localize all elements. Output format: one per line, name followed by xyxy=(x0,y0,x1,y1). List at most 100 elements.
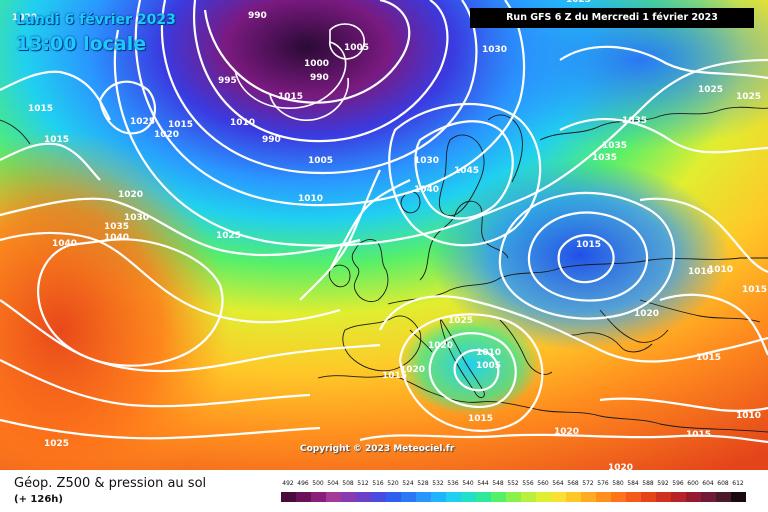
scale-swatch xyxy=(296,492,311,502)
isobar-label: 1025 xyxy=(566,0,591,5)
scale-tick-label: 532 xyxy=(432,480,444,487)
isobar-label: 1000 xyxy=(304,59,329,69)
pressure-map: 1020 990 1015 1015 1025 1020 1015 995 10… xyxy=(0,0,768,470)
high-geopotential-area xyxy=(0,130,230,470)
isobar-label: 1020 xyxy=(118,190,143,200)
scale-swatch xyxy=(656,492,671,502)
scale-tick-label: 524 xyxy=(402,480,414,487)
isobar-label: 990 xyxy=(310,73,329,83)
scale-tick-label: 492 xyxy=(282,480,294,487)
forecast-time: 13:00 locale xyxy=(16,33,147,55)
scale-tick-label: 560 xyxy=(537,480,549,487)
legend-title: Géop. Z500 & pression au sol xyxy=(14,476,207,491)
scale-swatch xyxy=(281,492,296,502)
isobar-label: 1020 xyxy=(554,427,579,437)
scale-tick-label: 580 xyxy=(612,480,624,487)
scale-swatch xyxy=(431,492,446,502)
forecast-date: Lundi 6 février 2023 xyxy=(16,12,176,28)
scale-tick-label: 572 xyxy=(582,480,594,487)
isobar-label: 1010 xyxy=(708,265,733,275)
scale-swatch xyxy=(641,492,656,502)
isobar-label: 1005 xyxy=(344,43,369,53)
isobar-label: 1015 xyxy=(686,430,711,440)
isobar-label: 1015 xyxy=(696,353,721,363)
scale-swatch xyxy=(731,492,746,502)
scale-swatch xyxy=(416,492,431,502)
isobar-labels: 1020 990 1015 1015 1025 1020 1015 995 10… xyxy=(12,0,767,470)
isobar-label: 1015 xyxy=(382,371,407,381)
scale-tick-label: 504 xyxy=(327,480,339,487)
isobar-label: 1040 xyxy=(52,239,77,249)
scale-tick-label: 540 xyxy=(462,480,474,487)
isobar-label: 1030 xyxy=(482,45,507,55)
scale-tick-label: 556 xyxy=(522,480,534,487)
scale-swatch xyxy=(311,492,326,502)
scale-tick-label: 512 xyxy=(357,480,369,487)
copyright-notice: Copyright © 2023 Meteociel.fr xyxy=(300,444,455,454)
isobar-label: 1020 xyxy=(154,130,179,140)
isobar-label: 1040 xyxy=(414,185,439,195)
scale-tick-label: 564 xyxy=(552,480,564,487)
isobar-label: 1030 xyxy=(124,213,149,223)
scale-tick-label: 500 xyxy=(312,480,324,487)
color-scale: 492 496 500 504 508 512 516 520 524 528 532 536 540 5… xyxy=(281,478,751,508)
model-run-banner: Run GFS 6 Z du Mercredi 1 février 2023 xyxy=(470,8,754,28)
scale-swatch xyxy=(596,492,611,502)
scale-tick-label: 584 xyxy=(627,480,639,487)
isobar-label: 1015 xyxy=(168,120,193,130)
scale-tick-label: 528 xyxy=(417,480,429,487)
isobar-label: 1020 xyxy=(634,309,659,319)
scale-swatch xyxy=(401,492,416,502)
isobar-label: 1030 xyxy=(414,156,439,166)
legend-footer: Géop. Z500 & pression au sol (+ 126h) 49… xyxy=(0,470,768,512)
scale-tick-label: 552 xyxy=(507,480,519,487)
isobar-label: 1045 xyxy=(454,166,479,176)
isobar-label: 1015 xyxy=(742,285,767,295)
isobar-label: 1010 xyxy=(736,411,761,421)
scale-tick-label: 608 xyxy=(717,480,729,487)
isobars xyxy=(0,0,768,442)
isobar-label: 1020 xyxy=(428,341,453,351)
scale-tick-label: 592 xyxy=(657,480,669,487)
isobar-label: 1020 xyxy=(12,13,37,23)
northeast-trough-area xyxy=(460,0,768,150)
isobar-label: 1035 xyxy=(592,153,617,163)
isobar-label: 1035 xyxy=(622,116,647,126)
isobar-label: 990 xyxy=(248,11,267,21)
scale-swatch xyxy=(356,492,371,502)
scale-swatch xyxy=(386,492,401,502)
isobar-label: 1025 xyxy=(216,231,241,241)
isobar-label: 1010 xyxy=(476,348,501,358)
scale-tick-label: 544 xyxy=(477,480,489,487)
scale-swatch xyxy=(611,492,626,502)
scale-swatch xyxy=(506,492,521,502)
isobar-label: 1015 xyxy=(28,104,53,114)
isobar-label: 1040 xyxy=(104,233,129,243)
scale-tick-label: 612 xyxy=(732,480,744,487)
isobar-label: 1025 xyxy=(736,92,761,102)
scale-tick-label: 576 xyxy=(597,480,609,487)
isobar-label: 1025 xyxy=(448,316,473,326)
isobar-label: 995 xyxy=(218,76,237,86)
scale-swatch xyxy=(716,492,731,502)
scale-swatch xyxy=(536,492,551,502)
low-east-area xyxy=(430,160,730,350)
scale-tick-label: 496 xyxy=(297,480,309,487)
legend-subtitle: (+ 126h) xyxy=(14,494,63,505)
scale-swatch xyxy=(581,492,596,502)
isobar-label: 1015 xyxy=(278,92,303,102)
scale-tick-label: 588 xyxy=(642,480,654,487)
scale-tick-label: 600 xyxy=(687,480,699,487)
scale-swatch xyxy=(701,492,716,502)
isobar-label: 1025 xyxy=(130,117,155,127)
isobar-label: 1005 xyxy=(308,156,333,166)
isobar-label: 1025 xyxy=(698,85,723,95)
scale-swatch xyxy=(671,492,686,502)
scale-swatch xyxy=(326,492,341,502)
scale-swatch xyxy=(551,492,566,502)
scale-tick-label: 516 xyxy=(372,480,384,487)
scale-tick-label: 548 xyxy=(492,480,504,487)
scale-swatch xyxy=(341,492,356,502)
scale-swatch xyxy=(566,492,581,502)
